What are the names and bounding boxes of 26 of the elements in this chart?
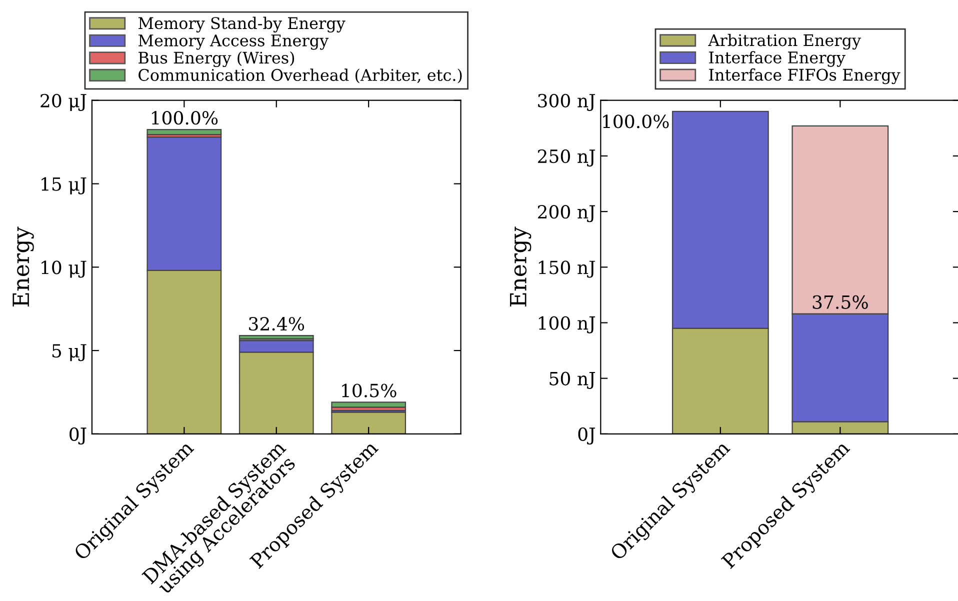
legend-label: Communication Overhead (Arbiter, etc.) [138,68,462,84]
y-tick-label: 150 nJ [538,260,595,278]
y-tick-label: 15 μJ [42,177,86,194]
legend-label: Interface FIFOs Energy [709,68,900,84]
y-tick-label: 0J [578,427,595,445]
y-axis-title: Energy [510,226,532,306]
legend-label: Memory Access Energy [138,34,329,50]
y-tick-label: 200 nJ [538,205,595,222]
y-tick-label: 20 μJ [40,94,86,111]
annotation: 37.5% [812,295,868,309]
annotation: 32.4% [249,316,304,331]
annotation: 100.0% [603,114,669,128]
legend-label: Bus Energy (Wires) [138,51,294,68]
y-axis-title: Energy [12,226,34,306]
y-tick-label: 300 nJ [538,94,595,111]
legend-label: Memory Stand-by Energy [138,16,346,32]
y-tick-label: 0J [70,427,86,445]
y-tick-label: 5 μJ [52,344,86,362]
y-tick-label: 10 μJ [42,260,86,278]
legend-label: Interface Energy [709,51,846,67]
legend-label: Arbitration Energy [708,34,861,50]
y-tick-label: 50 nJ [550,372,595,389]
y-tick-label: 250 nJ [538,149,595,167]
y-tick-label: 100 nJ [538,316,595,334]
annotation: 100.0% [152,111,218,125]
annotation: 10.5% [342,384,396,398]
